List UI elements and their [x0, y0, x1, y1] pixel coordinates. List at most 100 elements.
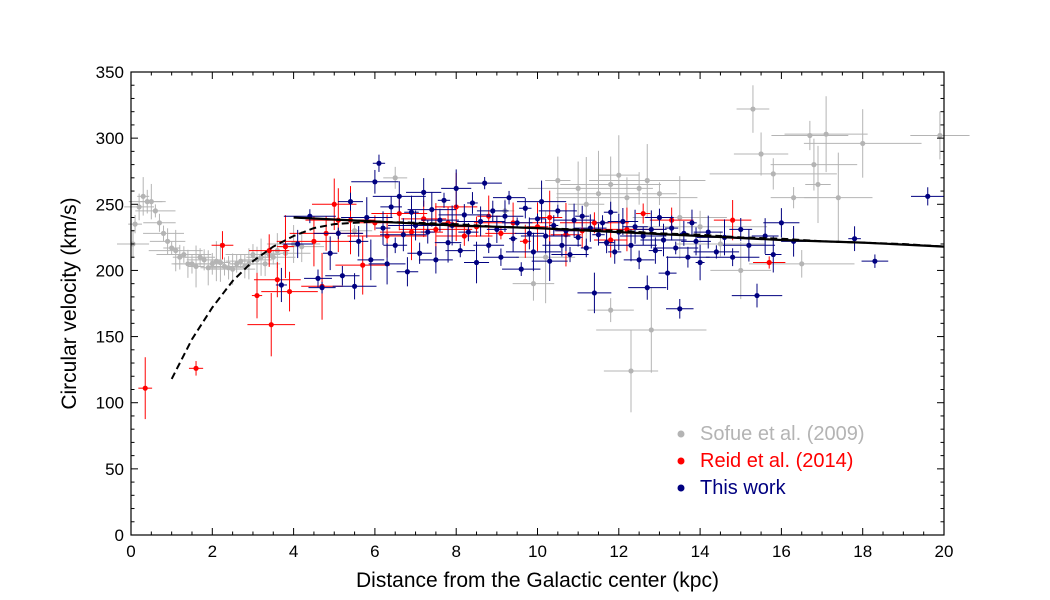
marker — [591, 290, 598, 296]
marker — [278, 282, 285, 288]
sofue-point — [596, 287, 707, 373]
marker — [799, 261, 805, 267]
this-work-point — [693, 245, 740, 259]
marker — [437, 217, 443, 223]
this-work-point — [514, 217, 544, 250]
marker — [697, 224, 703, 230]
marker — [632, 224, 638, 230]
sofue-point — [187, 245, 205, 288]
legend-marker-sofue — [677, 430, 685, 438]
reid-point — [188, 361, 204, 376]
marker — [583, 245, 589, 251]
reid-point — [311, 178, 357, 231]
marker — [811, 162, 817, 168]
sofue-point — [148, 229, 203, 272]
marker — [494, 226, 500, 233]
marker — [937, 132, 943, 139]
sofue-point — [709, 158, 837, 190]
marker — [356, 238, 362, 244]
marker — [469, 200, 476, 206]
y-tick-label: 150 — [96, 328, 124, 347]
marker — [498, 230, 504, 236]
x-axis-title: Distance from the Galactic center (kpc) — [356, 569, 719, 592]
this-work-point — [645, 208, 674, 227]
marker — [551, 222, 557, 229]
marker — [219, 242, 226, 248]
marker — [640, 210, 646, 217]
sofue-point — [803, 109, 922, 178]
marker — [465, 229, 471, 235]
sofue-point — [545, 156, 571, 205]
marker — [181, 251, 187, 258]
marker — [268, 322, 274, 328]
sofue-point — [250, 251, 281, 277]
marker — [173, 247, 179, 254]
marker — [319, 285, 325, 291]
marker — [823, 131, 829, 137]
marker — [156, 220, 163, 226]
marker — [392, 175, 398, 181]
x-tick-label: 0 — [126, 542, 135, 561]
this-work-point — [580, 238, 592, 258]
this-work-point — [538, 204, 577, 218]
marker — [608, 209, 614, 215]
y-tick-label: 300 — [96, 129, 124, 148]
sofue-point — [770, 138, 858, 191]
sofue-point — [784, 96, 868, 173]
marker — [628, 368, 634, 374]
marker — [295, 241, 301, 247]
this-work-point — [603, 201, 618, 223]
marker — [754, 292, 760, 299]
sofue-point — [128, 214, 142, 234]
marker — [490, 208, 496, 214]
marker — [311, 238, 317, 244]
marker — [697, 259, 703, 266]
marker — [608, 307, 614, 313]
this-work-point — [467, 176, 502, 190]
sofue-point — [589, 144, 706, 217]
legend: Sofue et al. (2009) Reid et al. (2014) T… — [677, 423, 865, 499]
this-work-point — [420, 208, 459, 232]
this-work-point — [551, 246, 589, 263]
sofue-point — [804, 152, 873, 243]
marker — [648, 226, 654, 233]
marker — [717, 241, 724, 247]
marker — [270, 254, 276, 260]
marker — [417, 250, 423, 256]
marker — [750, 106, 756, 112]
marker — [522, 238, 528, 244]
marker — [250, 251, 256, 258]
marker — [473, 259, 480, 266]
marker — [136, 204, 142, 210]
this-work-point — [623, 250, 655, 270]
curves-layer — [170, 216, 945, 380]
this-work-point — [648, 237, 663, 264]
marker — [142, 385, 148, 391]
marker — [396, 210, 402, 217]
marker — [315, 275, 321, 281]
marker — [835, 195, 841, 201]
marker — [408, 209, 415, 215]
marker — [925, 193, 931, 199]
this-work-point — [368, 243, 406, 285]
marker — [636, 185, 642, 192]
this-work-point — [338, 192, 363, 211]
sofue-point — [805, 145, 831, 224]
reid-point — [251, 272, 263, 319]
x-tick-label: 16 — [772, 542, 791, 561]
this-work-point — [605, 229, 657, 262]
this-work-point — [482, 248, 519, 266]
marker — [408, 229, 415, 235]
sofue-point — [625, 172, 653, 205]
this-work-point — [486, 215, 507, 243]
marker — [351, 283, 358, 289]
this-work-point — [608, 240, 622, 264]
sofue-point — [225, 254, 256, 268]
this-work-point — [325, 265, 360, 286]
marker — [660, 237, 667, 243]
marker — [530, 281, 537, 287]
this-work-point — [473, 237, 505, 254]
reid-point — [436, 226, 493, 246]
y-ticks: 0 50 100 150 200 250 300 350 — [96, 63, 944, 545]
